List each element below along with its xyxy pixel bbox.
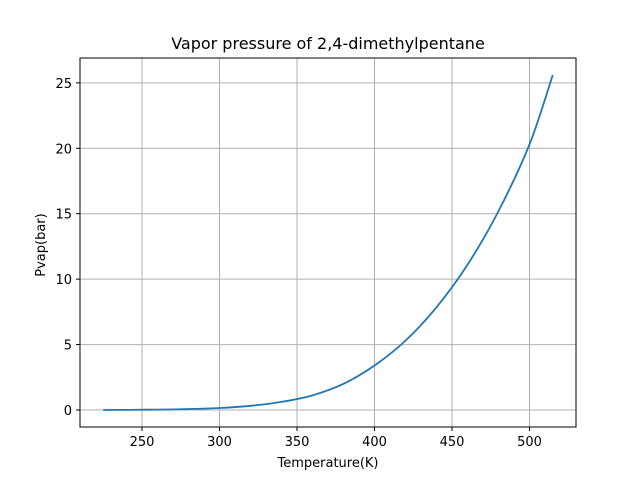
series-line-group — [103, 74, 554, 411]
y-tick-label: 15 — [55, 208, 72, 223]
y-axis-label: Pvap(bar) — [34, 213, 49, 276]
y-tick-label: 20 — [55, 142, 72, 157]
x-axis-label: Temperature(K) — [276, 456, 378, 471]
y-tick-label: 0 — [64, 404, 72, 419]
series-line — [103, 74, 554, 411]
y-axis-ticks: 0 5 10 15 20 25 — [55, 77, 80, 419]
chart-title: Vapor pressure of 2,4-dimethylpentane — [171, 34, 485, 53]
y-tick-label: 5 — [64, 339, 72, 354]
x-axis-ticks: 250 300 350 400 450 500 — [130, 427, 542, 450]
y-tick-label: 10 — [55, 273, 72, 288]
y-tick-label: 25 — [55, 77, 72, 92]
x-tick-label: 400 — [362, 435, 387, 450]
x-tick-label: 250 — [130, 435, 155, 450]
x-tick-label: 300 — [207, 435, 232, 450]
x-tick-label: 450 — [440, 435, 465, 450]
plot-area-frame — [79, 57, 577, 428]
x-tick-label: 500 — [517, 435, 542, 450]
grid — [80, 58, 576, 427]
x-tick-label: 350 — [285, 435, 310, 450]
